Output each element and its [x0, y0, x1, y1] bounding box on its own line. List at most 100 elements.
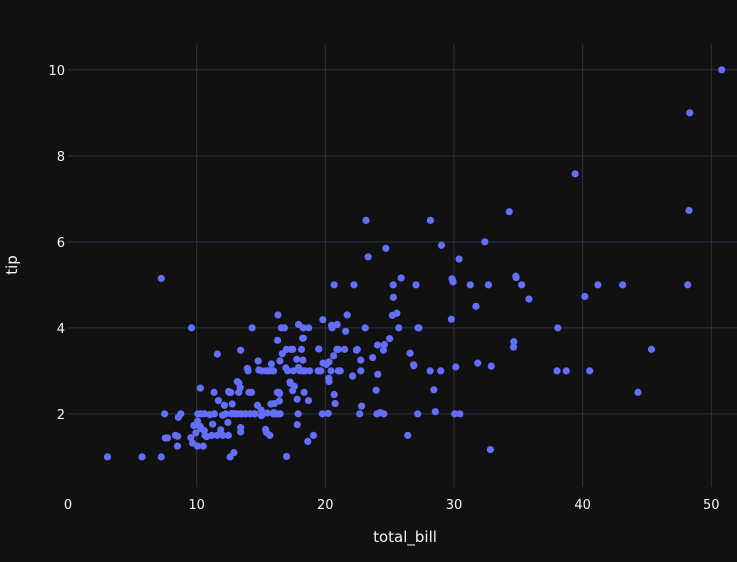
scatter-point	[328, 324, 336, 332]
scatter-point	[388, 311, 396, 319]
x-tick-label: 40	[574, 498, 591, 513]
scatter-point	[210, 410, 219, 418]
scatter-point	[553, 367, 561, 375]
scatter-point	[357, 402, 366, 410]
scatter-point	[487, 362, 495, 370]
scatter-point	[379, 346, 388, 354]
scatter-point	[474, 359, 482, 367]
scatter-point	[456, 410, 464, 418]
scatter-point	[227, 388, 235, 396]
scatter-point	[324, 409, 332, 418]
scatter-point	[386, 335, 394, 343]
scatter-point	[455, 255, 463, 263]
scatter-point	[451, 410, 459, 418]
y-axis-title: tip	[3, 255, 21, 275]
scatter-point	[373, 410, 381, 418]
scatter-point	[412, 281, 420, 289]
scatter-point	[245, 388, 253, 396]
scatter-point	[289, 367, 297, 375]
scatter-point	[414, 410, 422, 418]
scatter-point	[171, 431, 180, 439]
scatter-point	[306, 367, 314, 375]
scatter-point	[685, 206, 693, 215]
scatter-point	[253, 401, 262, 409]
scatter-point	[430, 386, 438, 394]
scatter-point	[364, 253, 372, 261]
scatter-point	[190, 421, 198, 430]
scatter-point	[331, 399, 339, 408]
x-tick-label: 20	[317, 498, 334, 513]
tick-labels: 0 10 20 30 40 50 2 4 6 8 10	[48, 64, 719, 513]
scatter-point	[342, 327, 350, 335]
scatter-point	[300, 388, 308, 396]
scatter-point	[266, 431, 274, 439]
scatter-point	[294, 363, 303, 372]
scatter-point	[361, 324, 369, 332]
scatter-point	[289, 345, 297, 353]
scatter-point	[293, 421, 301, 429]
y-tick-label: 10	[48, 64, 65, 79]
scatter-point	[214, 396, 222, 405]
scatter-point	[224, 431, 232, 439]
scatter-point	[284, 367, 292, 375]
scatter-point	[373, 341, 382, 349]
scatter-point	[299, 356, 307, 364]
scatter-point	[554, 324, 562, 332]
scatter-point	[199, 442, 207, 450]
scatter-point	[262, 425, 270, 433]
scatter-point	[254, 357, 262, 365]
scatter-point	[138, 453, 146, 461]
scatter-point	[686, 109, 694, 117]
scatter-point	[404, 431, 412, 439]
scatter-point	[448, 275, 456, 283]
scatter-point	[325, 374, 333, 382]
x-tick-label: 10	[188, 498, 205, 513]
scatter-point	[389, 293, 397, 301]
scatter-point	[210, 388, 218, 396]
scatter-point	[571, 170, 579, 178]
scatter-point	[437, 241, 446, 249]
scatter-point	[264, 367, 272, 375]
scatter-point	[426, 216, 435, 224]
scatter-point	[213, 350, 221, 358]
y-tick-label: 8	[57, 150, 65, 165]
scatter-point	[304, 437, 312, 446]
scatter-point	[452, 363, 460, 371]
scatter-point	[431, 408, 439, 416]
scatter-point	[512, 273, 520, 282]
x-tick-label: 30	[446, 498, 463, 513]
scatter-point	[357, 367, 365, 375]
scatter-point	[282, 452, 291, 461]
scatter-point	[305, 324, 313, 332]
scatter-point	[237, 428, 245, 436]
y-tick-label: 2	[57, 408, 65, 423]
scatter-point	[244, 367, 252, 375]
scatter-point	[299, 334, 307, 342]
scatter-point	[209, 420, 217, 428]
scatter-point	[248, 324, 256, 332]
scatter-point	[619, 281, 627, 289]
scatter-point	[333, 320, 341, 329]
scatter-point	[389, 281, 397, 289]
scatter-point	[594, 281, 602, 289]
scatter-point	[647, 345, 656, 353]
scatter-point	[481, 238, 489, 246]
scatter-point	[187, 433, 195, 442]
scatter-point	[228, 400, 236, 408]
scatter-point	[274, 311, 282, 319]
scatter-point	[684, 281, 692, 289]
scatter-point	[237, 346, 245, 354]
scatter-point	[374, 370, 382, 378]
data-points	[103, 66, 726, 461]
scatter-point	[309, 431, 318, 439]
scatter-point	[278, 350, 286, 358]
scatter-point	[226, 453, 234, 461]
scatter-point	[319, 316, 327, 324]
scatter-point	[518, 281, 526, 289]
scatter-point	[362, 216, 370, 224]
scatter-point	[294, 410, 302, 418]
scatter-point	[238, 410, 246, 418]
scatter-point	[330, 281, 338, 289]
scatter-point	[217, 426, 225, 434]
scatter-point	[224, 418, 232, 427]
